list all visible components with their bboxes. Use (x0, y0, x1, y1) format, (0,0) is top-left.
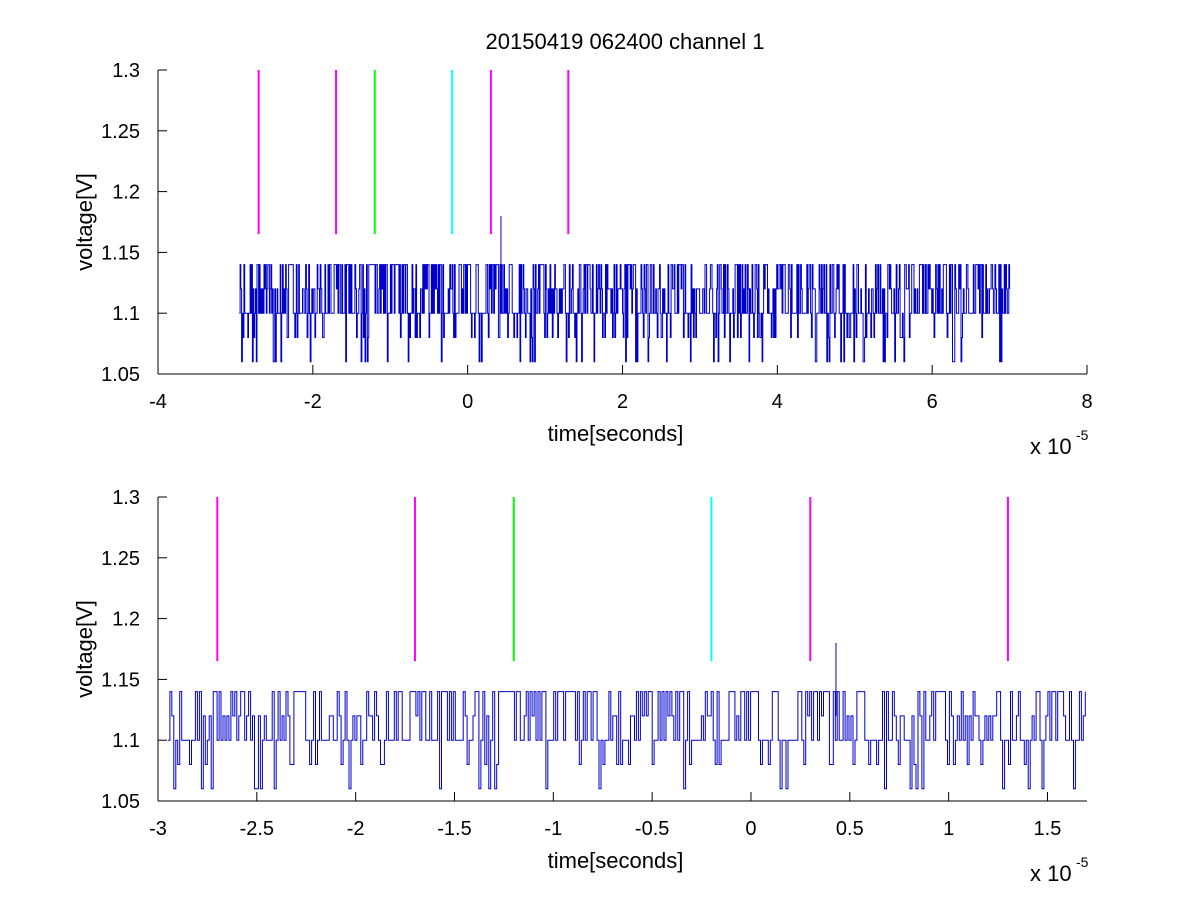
y-tick-label: 1.05 (101, 791, 140, 813)
y-axis-label: voltage[V] (72, 173, 97, 271)
x-tick-label: -2.5 (240, 818, 274, 840)
chart-title: 20150419 062400 channel 1 (486, 29, 765, 54)
x-exponent-label: x 10 (1030, 861, 1072, 886)
x-tick-label: -2 (304, 391, 322, 413)
y-tick-label: 1.2 (112, 182, 140, 204)
y-tick-label: 1.05 (101, 364, 140, 386)
y-tick-label: 1.3 (112, 487, 140, 509)
x-axis-label: time[seconds] (548, 421, 684, 446)
x-tick-label: 6 (927, 391, 938, 413)
x-exponent-power: -5 (1076, 854, 1089, 870)
x-tick-label: 2 (617, 391, 628, 413)
x-tick-label: -1 (544, 818, 562, 840)
y-tick-label: 1.3 (112, 60, 140, 82)
x-exponent-power: -5 (1076, 427, 1089, 443)
x-tick-label: -4 (149, 391, 167, 413)
y-axis-label: voltage[V] (72, 600, 97, 698)
bottom-subplot: 1.05 1.1 1.15 1.2 1.25 1.3 -3 -2.5 -2 -1.5 -1 -0.5 0… (72, 487, 1089, 886)
y-tick-label: 1.25 (101, 121, 140, 143)
x-exponent-label: x 10 (1030, 434, 1072, 459)
x-tick-label: 4 (772, 391, 783, 413)
x-tick-label: -1.5 (437, 818, 471, 840)
y-tick-label: 1.1 (112, 303, 140, 325)
y-tick-label: 1.15 (101, 669, 140, 691)
signal-trace (239, 264, 1011, 363)
y-tick-label: 1.15 (101, 242, 140, 264)
x-tick-label: 0.5 (836, 818, 864, 840)
x-tick-label: -0.5 (635, 818, 669, 840)
x-tick-label: 0 (462, 391, 473, 413)
y-tick-label: 1.2 (112, 609, 140, 631)
x-tick-label: -2 (347, 818, 365, 840)
x-tick-label: 1.5 (1034, 818, 1062, 840)
x-tick-label: -3 (149, 818, 167, 840)
x-tick-label: 0 (745, 818, 756, 840)
signal-trace (167, 691, 1086, 790)
x-tick-label: 8 (1081, 391, 1092, 413)
y-tick-label: 1.1 (112, 730, 140, 752)
x-tick-label: 1 (943, 818, 954, 840)
y-tick-label: 1.25 (101, 548, 140, 570)
x-axis-label: time[seconds] (548, 848, 684, 873)
top-subplot: 1.05 1.1 1.15 1.2 1.25 1.3 -4 -2 0 2 4 6 8 time[secon… (72, 60, 1093, 459)
